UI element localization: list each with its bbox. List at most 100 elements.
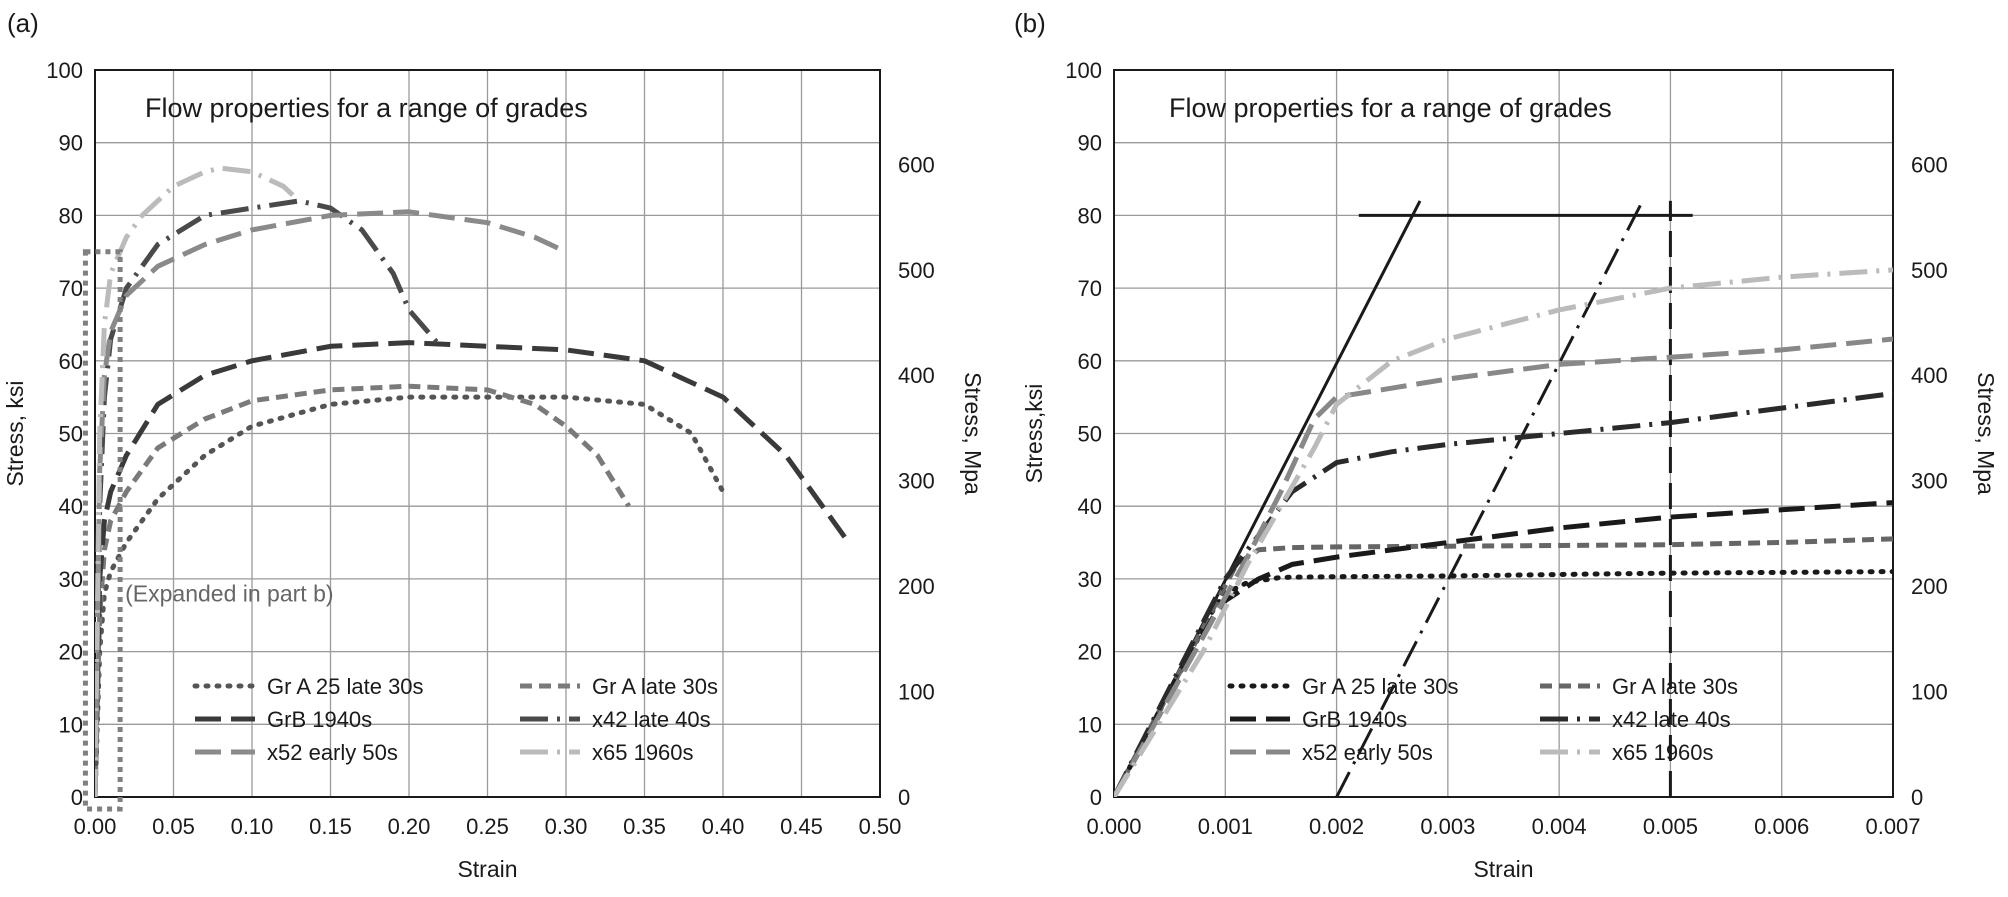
x-tick-label: 0.20 bbox=[388, 814, 431, 839]
x-tick-label: 0.001 bbox=[1198, 814, 1253, 839]
y2-tick-label: 200 bbox=[1911, 574, 1948, 599]
chart-title: Flow properties for a range of grades bbox=[145, 93, 588, 123]
legend-label: x52 early 50s bbox=[1302, 740, 1433, 765]
y-tick-label: 0 bbox=[71, 785, 83, 810]
y-tick-label: 90 bbox=[59, 131, 83, 156]
x-axis-label: Strain bbox=[457, 856, 517, 882]
x-tick-label: 0.05 bbox=[152, 814, 195, 839]
x-tick-label: 0.004 bbox=[1532, 814, 1587, 839]
series-line-0 bbox=[95, 394, 726, 797]
y-tick-label: 100 bbox=[46, 58, 83, 83]
y-axis-label: Stress, ksi bbox=[2, 380, 28, 486]
chart-panel-1: 0.000 0.001 0.002 0.003 0.004 0.005 0.006 0.007… bbox=[1014, 8, 1999, 882]
y2-axis-label: Stress, Mpa bbox=[1973, 372, 1999, 495]
panel-label: (a) bbox=[7, 8, 39, 38]
legend-label: Gr A 25 late 30s bbox=[267, 674, 424, 699]
y-tick-label: 50 bbox=[59, 422, 83, 447]
y-tick-label: 90 bbox=[1078, 131, 1102, 156]
y-tick-label: 70 bbox=[1078, 276, 1102, 301]
y2-axis-label: Stress, Mpa bbox=[960, 372, 986, 495]
series-group bbox=[1114, 200, 1893, 797]
legend-label: Gr A late 30s bbox=[592, 674, 718, 699]
y-tick-label: 80 bbox=[1078, 203, 1102, 228]
y-tick-label: 40 bbox=[59, 494, 83, 519]
x-tick-label: 0.10 bbox=[231, 814, 274, 839]
y2-tick-label: 400 bbox=[1911, 363, 1948, 388]
y-axis-label: Stress,ksi bbox=[1021, 384, 1047, 484]
chart-title: Flow properties for a range of grades bbox=[1169, 93, 1612, 123]
x-tick-label: 0.45 bbox=[780, 814, 823, 839]
legend-label: x65 1960s bbox=[592, 740, 694, 765]
series-line-1 bbox=[95, 383, 631, 797]
x-tick-label: 0.007 bbox=[1865, 814, 1920, 839]
plot-frame bbox=[1113, 69, 1894, 798]
y-tick-label: 0 bbox=[1090, 785, 1102, 810]
x-axis-label: Strain bbox=[1473, 856, 1533, 882]
series-line-3 bbox=[1114, 391, 1893, 797]
y-tick-label: 50 bbox=[1078, 422, 1102, 447]
x-tick-label: 0.000 bbox=[1086, 814, 1141, 839]
series-line-4 bbox=[95, 209, 568, 797]
y2-tick-label: 500 bbox=[898, 258, 935, 283]
legend-label: x65 1960s bbox=[1612, 740, 1714, 765]
y2-tick-label: 0 bbox=[898, 785, 910, 810]
expanded-region-box bbox=[82, 249, 123, 812]
legend-label: GrB 1940s bbox=[1302, 707, 1407, 732]
x-tick-label: 0.002 bbox=[1309, 814, 1364, 839]
series-line-5 bbox=[1114, 267, 1893, 797]
x-tick-label: 0.005 bbox=[1643, 814, 1698, 839]
y2-tick-label: 500 bbox=[1911, 258, 1948, 283]
series-group bbox=[95, 165, 851, 797]
y-tick-label: 10 bbox=[1078, 712, 1102, 737]
x-tick-label: 0.003 bbox=[1420, 814, 1475, 839]
y-tick-label: 60 bbox=[59, 349, 83, 374]
y2-tick-label: 200 bbox=[898, 574, 935, 599]
y-tick-label: 30 bbox=[59, 567, 83, 592]
y-tick-label: 70 bbox=[59, 276, 83, 301]
series-line-0 bbox=[1114, 569, 1893, 797]
series-line-2 bbox=[95, 340, 851, 797]
y2-tick-label: 300 bbox=[898, 469, 935, 494]
expanded-annotation: (Expanded in part b) bbox=[125, 580, 333, 606]
legend: Gr A 25 late 30s Gr A late 30s GrB 1940s x4… bbox=[192, 674, 718, 765]
legend-label: x42 late 40s bbox=[1612, 707, 1731, 732]
y-tick-label: 60 bbox=[1078, 349, 1102, 374]
y2-tick-label: 600 bbox=[898, 152, 935, 177]
y-tick-label: 30 bbox=[1078, 567, 1102, 592]
x-tick-label: 0.006 bbox=[1754, 814, 1809, 839]
y-tick-label: 100 bbox=[1065, 58, 1102, 83]
x-tick-label: 0.15 bbox=[309, 814, 352, 839]
x-tick-label: 0.25 bbox=[466, 814, 509, 839]
series-line-5 bbox=[95, 165, 301, 797]
legend-label: Gr A 25 late 30s bbox=[1302, 674, 1459, 699]
y-tick-label: 80 bbox=[59, 203, 83, 228]
y-tick-label: 20 bbox=[1078, 640, 1102, 665]
y2-tick-label: 600 bbox=[1911, 152, 1948, 177]
series-line-1 bbox=[1114, 536, 1893, 797]
legend-label: Gr A late 30s bbox=[1612, 674, 1738, 699]
x-tick-label: 0.40 bbox=[702, 814, 745, 839]
y2-tick-label: 100 bbox=[898, 680, 935, 705]
series-line-4 bbox=[1114, 336, 1893, 797]
x-tick-label: 0.30 bbox=[545, 814, 588, 839]
y2-tick-label: 300 bbox=[1911, 469, 1948, 494]
chart-panel-0: 0.00 0.05 0.10 0.15 0.20 0.25 0.30 0.35 0.40 0.45… bbox=[2, 8, 986, 882]
plot-frame bbox=[94, 69, 881, 798]
x-tick-label: 0.50 bbox=[859, 814, 902, 839]
legend: Gr A 25 late 30s Gr A late 30s GrB 1940s x4… bbox=[1227, 674, 1738, 765]
x-tick-label: 0.35 bbox=[623, 814, 666, 839]
reference-offset-line bbox=[1335, 200, 1644, 797]
y-tick-label: 20 bbox=[59, 640, 83, 665]
legend-label: x42 late 40s bbox=[592, 707, 711, 732]
panel-label: (b) bbox=[1014, 8, 1046, 38]
y2-tick-label: 100 bbox=[1911, 680, 1948, 705]
y2-tick-label: 0 bbox=[1911, 785, 1923, 810]
legend-label: x52 early 50s bbox=[267, 740, 398, 765]
y2-tick-label: 400 bbox=[898, 363, 935, 388]
y-tick-label: 10 bbox=[59, 712, 83, 737]
legend-label: GrB 1940s bbox=[267, 707, 372, 732]
x-tick-label: 0.00 bbox=[74, 814, 117, 839]
y-tick-label: 40 bbox=[1078, 494, 1102, 519]
